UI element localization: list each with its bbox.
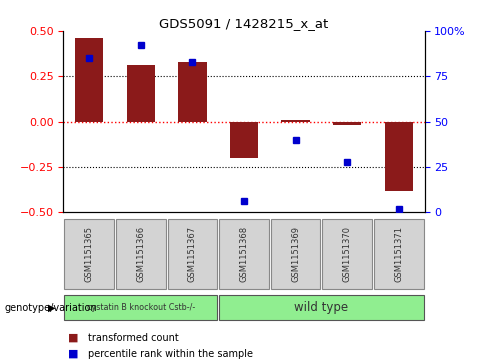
Text: wild type: wild type bbox=[294, 301, 348, 314]
Bar bbox=[219, 295, 424, 320]
Text: GSM1151368: GSM1151368 bbox=[240, 226, 248, 282]
Text: transformed count: transformed count bbox=[88, 333, 179, 343]
Bar bbox=[282, 120, 310, 122]
Bar bbox=[271, 219, 320, 289]
Text: percentile rank within the sample: percentile rank within the sample bbox=[88, 349, 253, 359]
Bar bbox=[323, 219, 372, 289]
Bar bbox=[168, 219, 217, 289]
Title: GDS5091 / 1428215_x_at: GDS5091 / 1428215_x_at bbox=[160, 17, 328, 30]
Bar bbox=[385, 122, 413, 191]
Bar bbox=[333, 122, 362, 125]
Bar bbox=[219, 219, 269, 289]
Text: GSM1151367: GSM1151367 bbox=[188, 226, 197, 282]
Text: ▶: ▶ bbox=[47, 303, 55, 313]
Bar bbox=[374, 219, 424, 289]
Text: GSM1151370: GSM1151370 bbox=[343, 226, 352, 282]
Text: GSM1151371: GSM1151371 bbox=[394, 226, 403, 282]
Text: ■: ■ bbox=[68, 349, 79, 359]
Bar bbox=[116, 219, 165, 289]
Text: GSM1151365: GSM1151365 bbox=[85, 226, 94, 282]
Bar bbox=[127, 65, 155, 122]
Bar bbox=[230, 122, 258, 158]
Text: GSM1151366: GSM1151366 bbox=[136, 226, 145, 282]
Bar bbox=[75, 38, 103, 122]
Bar bbox=[64, 295, 217, 320]
Text: GSM1151369: GSM1151369 bbox=[291, 226, 300, 282]
Text: genotype/variation: genotype/variation bbox=[5, 303, 98, 313]
Text: cystatin B knockout Cstb-/-: cystatin B knockout Cstb-/- bbox=[87, 303, 195, 312]
Bar bbox=[64, 219, 114, 289]
Bar bbox=[178, 62, 206, 122]
Text: ■: ■ bbox=[68, 333, 79, 343]
